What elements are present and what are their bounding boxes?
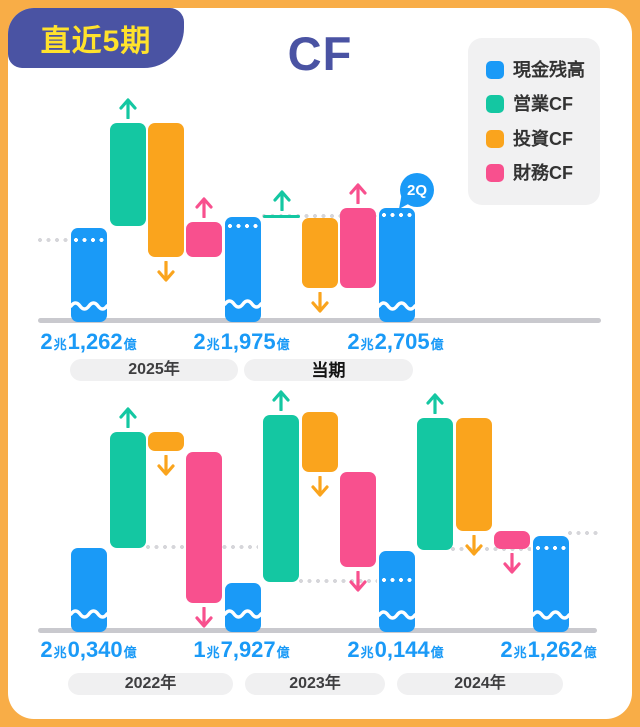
cash-balance-label: 2兆2,705億 — [347, 329, 444, 354]
cash-balance-label: 2兆1,262億 — [40, 329, 137, 354]
axis-break-wave-icon — [377, 298, 417, 316]
bar-investing — [302, 218, 338, 288]
axis-break-wave-icon — [69, 606, 109, 624]
bar-cash — [223, 217, 263, 322]
down-arrow-icon — [194, 606, 214, 634]
down-arrow-icon — [464, 534, 484, 562]
bar-financing — [340, 208, 376, 288]
down-arrow-icon — [156, 454, 176, 482]
bar-financing — [186, 222, 222, 257]
cash-balance-label: 2兆0,340億 — [40, 637, 137, 662]
bar-operating — [263, 415, 299, 582]
cash-balance-label: 2兆0,144億 — [347, 637, 444, 662]
legend-item-financing: 財務CF — [486, 163, 600, 184]
dotted-guide-line — [262, 214, 377, 218]
legend-item-operating: 営業CF — [486, 94, 600, 115]
inner-dotted-guide — [228, 224, 258, 228]
cash-balance-label: 1兆7,927億 — [193, 637, 290, 662]
bar-operating — [110, 432, 146, 548]
bar-financing — [494, 531, 530, 549]
down-arrow-icon — [310, 291, 330, 319]
axis-break-wave-icon — [69, 298, 109, 316]
bar-investing — [302, 412, 338, 472]
period-pill: 2024年 — [397, 673, 563, 695]
up-arrow-icon — [425, 392, 445, 419]
bar-cash — [69, 228, 109, 322]
bar-investing — [148, 432, 184, 451]
quarter-badge-label: 2Q — [406, 181, 427, 199]
inner-dotted-guide — [74, 238, 104, 242]
up-arrow-icon — [118, 97, 138, 124]
down-arrow-icon — [502, 552, 522, 580]
bar-operating — [110, 123, 146, 226]
up-arrow-icon — [271, 389, 291, 416]
legend-item-label: 財務CF — [513, 163, 573, 184]
up-arrow-icon — [194, 196, 214, 223]
cash-balance-label: 2兆1,975億 — [193, 329, 290, 354]
bar-investing — [456, 418, 492, 531]
dotted-guide-line — [299, 579, 377, 583]
recent-periods-badge-label: 直近5期 — [40, 25, 152, 58]
down-arrow-icon — [310, 475, 330, 503]
legend-item-label: 現金残高 — [513, 59, 585, 80]
bar-operating — [417, 418, 453, 550]
dotted-guide-line — [451, 547, 531, 551]
inner-dotted-guide — [382, 578, 412, 582]
up-arrow-icon — [348, 182, 368, 209]
bar-financing — [340, 472, 376, 567]
bar-operating — [263, 215, 300, 218]
bar-cash — [377, 208, 417, 322]
cash-balance-label: 2兆1,262億 — [500, 637, 597, 662]
bar-cash — [531, 536, 571, 632]
dotted-guide-line — [568, 531, 598, 535]
axis-break-wave-icon — [531, 607, 571, 625]
legend-item-investing: 投資CF — [486, 128, 600, 149]
page-title: CF — [287, 27, 353, 80]
down-arrow-icon — [348, 570, 368, 598]
bar-cash — [377, 551, 417, 632]
inner-dotted-guide — [536, 546, 566, 550]
quarter-badge: 2Q — [399, 173, 434, 209]
bar-financing — [186, 452, 222, 603]
down-arrow-icon — [156, 260, 176, 288]
axis-baseline — [38, 628, 597, 633]
inner-dotted-guide — [382, 213, 412, 217]
axis-break-wave-icon — [377, 607, 417, 625]
bar-cash — [223, 583, 263, 632]
bar-cash — [69, 548, 109, 632]
period-pill: 2023年 — [245, 673, 385, 695]
axis-break-wave-icon — [223, 296, 263, 314]
period-pill: 2025年 — [70, 359, 238, 381]
legend: 現金残高 営業CF 投資CF 財務CF — [468, 38, 600, 205]
legend-item-label: 投資CF — [513, 128, 573, 149]
bar-investing — [148, 123, 184, 257]
dotted-guide-line — [38, 238, 69, 242]
legend-swatch-investing-icon — [486, 129, 504, 148]
recent-periods-badge: 直近5期 — [8, 8, 184, 68]
axis-break-wave-icon — [223, 606, 263, 624]
legend-item-label: 営業CF — [513, 94, 573, 115]
axis-baseline — [38, 318, 601, 323]
up-arrow-icon — [118, 406, 138, 433]
up-arrow-icon — [272, 189, 292, 216]
period-pill: 2022年 — [68, 673, 233, 695]
period-pill: 当期 — [244, 359, 413, 381]
legend-swatch-cash-icon — [486, 60, 504, 79]
legend-swatch-financing-icon — [486, 164, 504, 183]
legend-item-cash: 現金残高 — [486, 59, 600, 80]
legend-swatch-operating-icon — [486, 95, 504, 114]
